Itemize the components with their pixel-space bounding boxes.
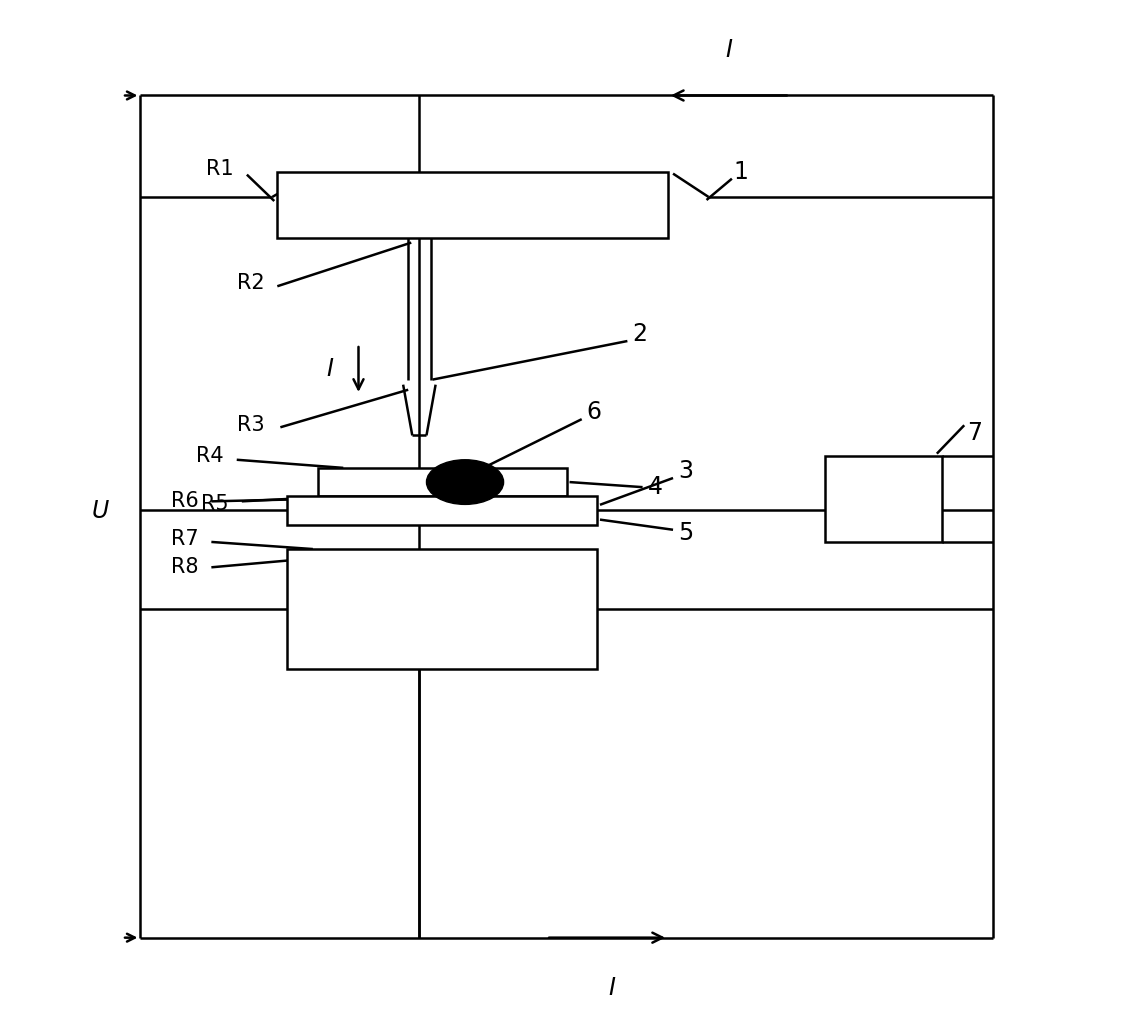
Text: I: I <box>608 976 615 1000</box>
Text: R7: R7 <box>171 529 198 549</box>
Text: I: I <box>725 38 732 62</box>
Text: R5: R5 <box>202 494 229 515</box>
Text: R1: R1 <box>206 159 233 179</box>
Text: 6: 6 <box>587 400 602 425</box>
Text: 4: 4 <box>648 475 663 499</box>
Text: 7: 7 <box>968 421 982 445</box>
Ellipse shape <box>426 459 503 504</box>
Bar <box>288 496 597 525</box>
Text: I: I <box>326 357 333 382</box>
Bar <box>278 172 668 237</box>
Text: 3: 3 <box>679 459 693 483</box>
Text: U: U <box>91 499 109 524</box>
Text: 1: 1 <box>734 160 749 183</box>
Bar <box>288 549 597 669</box>
Bar <box>318 468 566 496</box>
Text: R6: R6 <box>171 491 198 512</box>
Bar <box>825 455 942 542</box>
Text: R8: R8 <box>171 558 198 577</box>
Text: R3: R3 <box>237 415 264 435</box>
Text: 2: 2 <box>632 322 647 346</box>
Text: 5: 5 <box>679 521 693 545</box>
Text: R4: R4 <box>196 446 224 465</box>
Text: R2: R2 <box>237 273 264 294</box>
